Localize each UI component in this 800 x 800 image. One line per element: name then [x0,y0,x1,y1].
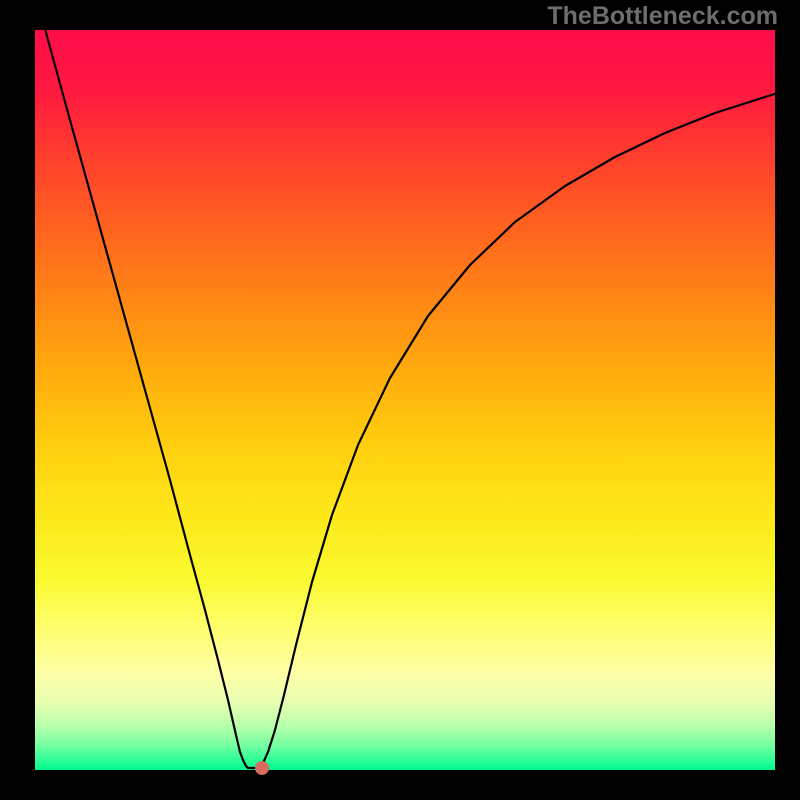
curve-path [35,0,800,768]
chart-container: TheBottleneck.com [0,0,800,800]
bottleneck-curve [0,0,800,800]
optimum-marker [255,761,269,775]
